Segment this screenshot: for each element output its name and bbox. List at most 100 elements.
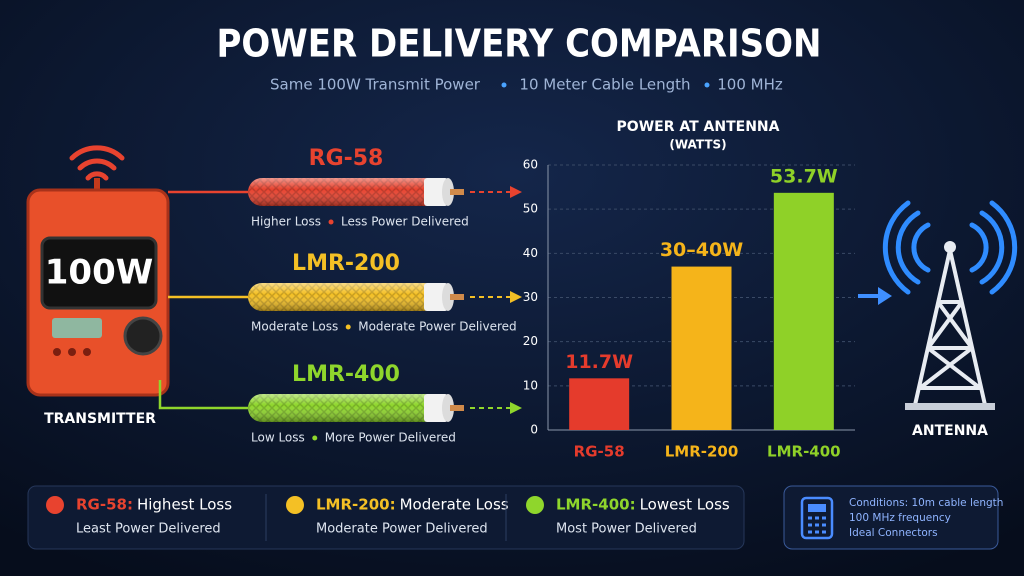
legend-name: RG-58: xyxy=(76,496,133,514)
transmitter-part xyxy=(69,145,125,181)
transmitter-part xyxy=(40,236,158,310)
antenna-part-part xyxy=(969,200,1018,295)
legend-loss: Highest Loss xyxy=(137,496,232,514)
separator xyxy=(704,82,710,88)
y-tick-label: 60 xyxy=(523,158,538,172)
legend-panel-part xyxy=(27,485,745,550)
condition: Conditions: 10m cable length xyxy=(849,497,1003,509)
cable-shade xyxy=(248,178,438,206)
legend-name: LMR-400: xyxy=(556,496,636,514)
connector-face xyxy=(442,283,454,311)
bullet xyxy=(328,219,334,225)
y-tick-label: 40 xyxy=(523,246,538,260)
value-label: 11.7W xyxy=(565,351,633,373)
pin xyxy=(450,405,464,411)
condition: Ideal Connectors xyxy=(849,527,938,539)
subtitle-item: Same 100W Transmit Power xyxy=(270,76,481,94)
connector-face xyxy=(442,394,454,422)
chart-subtitle: (WATTS) xyxy=(669,138,726,152)
legend-swatch xyxy=(286,496,304,514)
subtitle-item: 100 MHz xyxy=(717,76,783,94)
connector-face xyxy=(442,178,454,206)
subtitle-item: 10 Meter Cable Length xyxy=(519,76,690,94)
cable-shade xyxy=(248,394,438,422)
bar xyxy=(569,378,630,430)
y-tick-label: 30 xyxy=(523,290,538,304)
arrow-head xyxy=(510,291,522,303)
legend-loss: Lowest Loss xyxy=(640,496,730,514)
x-tick-label: RG-58 xyxy=(574,443,625,461)
transmitter-part xyxy=(52,318,102,338)
conditions-part xyxy=(800,496,834,540)
cable-shade xyxy=(248,283,438,311)
y-tick-label: 10 xyxy=(523,378,538,392)
cable-note: Less Power Delivered xyxy=(341,215,469,229)
connector xyxy=(424,283,448,311)
y-tick-label: 20 xyxy=(523,334,538,348)
bullet xyxy=(345,324,351,330)
bar-chart: POWER AT ANTENNA (WATTS) 0 10 20 30 40 50 60 11… xyxy=(523,119,855,461)
transmitter-part xyxy=(83,348,91,356)
cable-note: Higher Loss xyxy=(251,215,321,229)
transmitter: 100W TRANSMITTER xyxy=(26,145,170,427)
antenna-part xyxy=(878,287,892,305)
conditions-part xyxy=(808,516,826,534)
transmitter-part xyxy=(123,316,163,356)
legend-note: Least Power Delivered xyxy=(76,522,221,537)
transmitter-label: TRANSMITTER xyxy=(44,411,156,427)
cable-note: Moderate Power Delivered xyxy=(358,320,516,334)
y-tick-label: 0 xyxy=(530,423,538,437)
antenna-label: ANTENNA xyxy=(912,423,988,439)
title: POWER DELIVERY COMPARISON xyxy=(217,22,822,66)
wire xyxy=(158,380,250,410)
antenna-part-part xyxy=(913,249,987,406)
conditions: Conditions: 10m cable length 100 MHz fre… xyxy=(783,485,1003,550)
arrow-head xyxy=(510,186,522,198)
cable-note: Moderate Loss xyxy=(251,320,338,334)
header: POWER DELIVERY COMPARISON Same 100W Tran… xyxy=(217,22,822,94)
x-tick-label: LMR-400 xyxy=(767,443,841,461)
cable-name: LMR-400 xyxy=(292,362,400,387)
legend-note: Most Power Delivered xyxy=(556,522,697,537)
y-tick-label: 50 xyxy=(523,202,538,216)
value-label: 53.7W xyxy=(770,165,838,187)
antenna: ANTENNA xyxy=(858,200,1018,439)
transmitter-part xyxy=(68,348,76,356)
cable-note: Low Loss xyxy=(251,431,305,445)
pin xyxy=(450,294,464,300)
arrow-head xyxy=(510,402,522,414)
conditions-part xyxy=(808,504,826,512)
antenna-part xyxy=(882,200,1018,295)
power-display: 100W xyxy=(45,253,153,293)
antenna-part xyxy=(913,249,987,406)
legend-name: LMR-200: xyxy=(316,496,396,514)
legend-loss: Moderate Loss xyxy=(400,496,509,514)
transmitter-part xyxy=(94,178,100,194)
cables: RG-58 Higher Loss Less Power Delivered LMR-… xyxy=(158,146,522,445)
pin xyxy=(450,189,464,195)
bullet xyxy=(312,435,318,441)
separator xyxy=(501,82,507,88)
condition: 100 MHz frequency xyxy=(849,512,951,524)
chart-title: POWER AT ANTENNA xyxy=(617,119,780,135)
antenna-part xyxy=(905,403,995,410)
cable-name: LMR-200 xyxy=(292,251,400,276)
connector xyxy=(424,178,448,206)
value-label: 30–40W xyxy=(660,239,743,261)
conditions-part xyxy=(783,485,999,550)
cable-name: RG-58 xyxy=(309,146,384,171)
legend-panel: RG-58: Highest Loss Least Power Delivered L… xyxy=(27,485,745,550)
legend-note: Moderate Power Delivered xyxy=(316,522,488,537)
antenna-part-part xyxy=(882,200,931,295)
bar xyxy=(671,266,732,430)
antenna-part xyxy=(944,241,956,253)
bar xyxy=(773,192,834,430)
transmitter-part xyxy=(53,348,61,356)
legend-swatch xyxy=(46,496,64,514)
x-tick-label: LMR-200 xyxy=(665,443,739,461)
cable-note: More Power Delivered xyxy=(325,431,456,445)
legend-swatch xyxy=(526,496,544,514)
connector xyxy=(424,394,448,422)
